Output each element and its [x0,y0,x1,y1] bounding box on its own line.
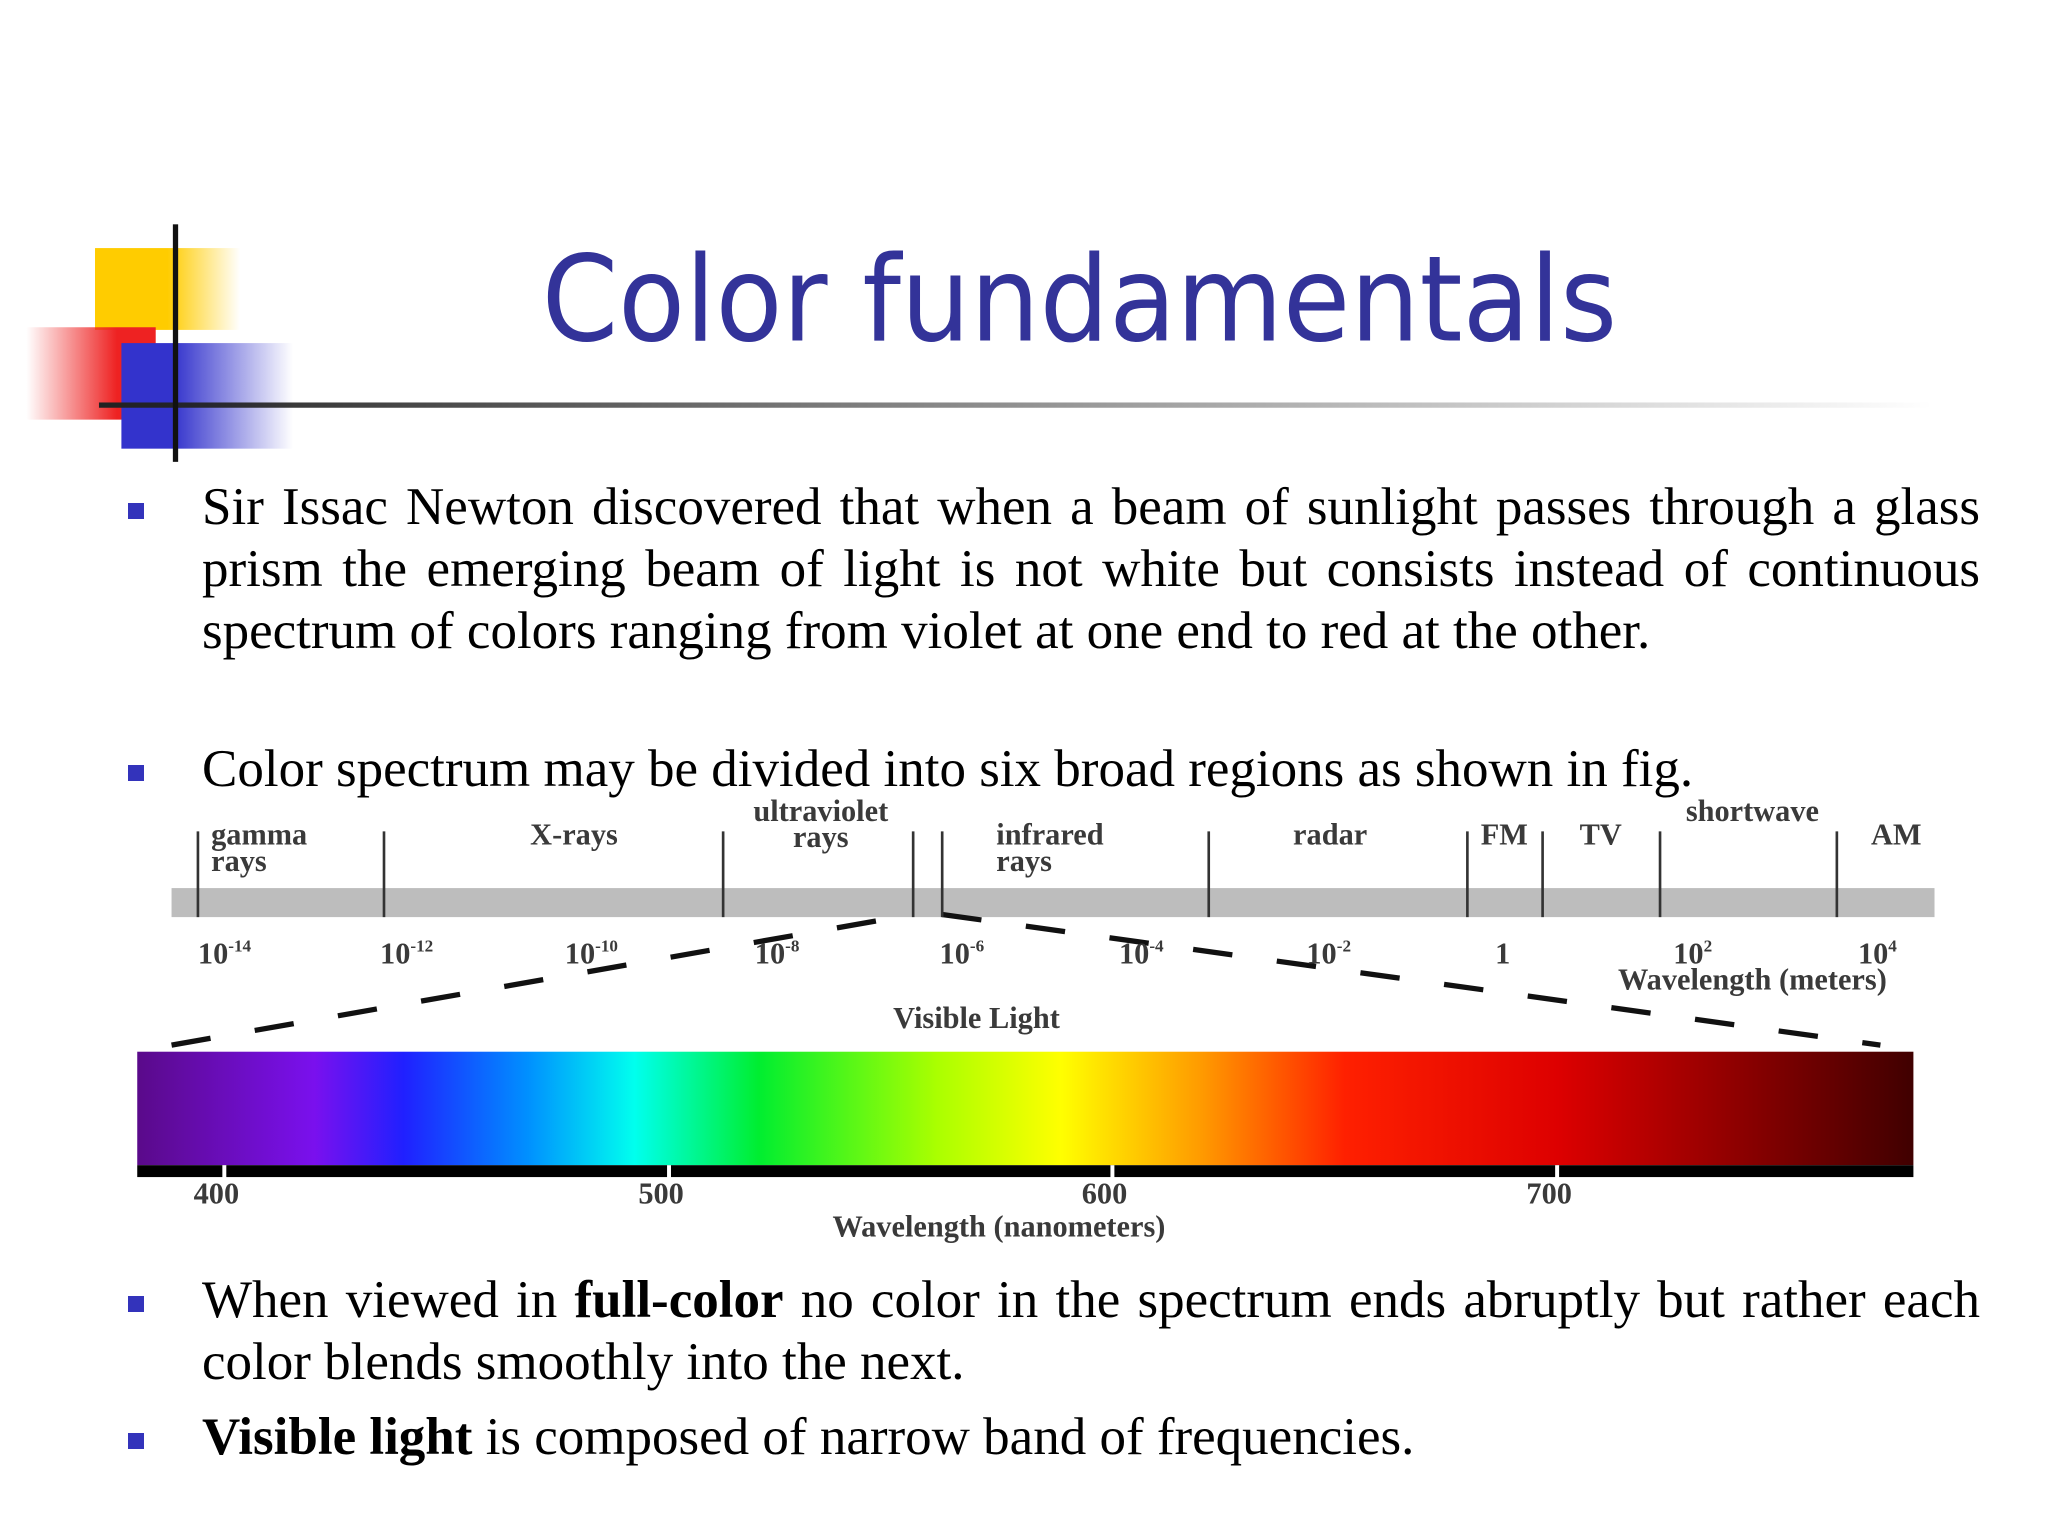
bullet-mark [128,1433,144,1449]
scale-base: 10 [755,936,785,970]
scale-exponent: -2 [1337,936,1351,955]
scale-base: 10 [380,936,410,970]
bullet-mark [128,765,144,781]
bullet-text: Visible light is composed of narrow band… [202,1406,1980,1468]
region-label: X-rays [530,818,618,852]
scale-label: 10-4 [1119,936,1164,970]
scale-label: 10-6 [940,936,985,970]
region-label: AM [1871,818,1922,852]
text: no color in the spectrum ends abruptly b… [202,1271,1980,1391]
region-label: radar [1293,818,1367,852]
region-label: gamma [211,818,307,852]
spectrum [137,1051,1914,1166]
band [171,888,1935,918]
region-label: TV [1580,818,1622,852]
scale-base: 10 [565,936,595,970]
bullet-mark [128,503,144,519]
region-label: rays [996,844,1052,878]
bullet-mark [128,1296,144,1312]
region-label: infrared [996,818,1103,852]
tick-label: 500 [638,1176,684,1210]
slide-title: Color fundamentals [542,231,1617,369]
scale-exponent: 2 [1704,936,1713,955]
scale-base: 10 [1858,936,1888,970]
deco-blue [121,343,293,449]
scale-exponent: -14 [228,936,251,955]
text: is composed of narrow band of frequencie… [472,1408,1415,1466]
region-label: FM [1481,818,1528,852]
bullet-text: Sir Issac Newton discovered that when a … [202,476,1980,662]
region-label: rays [211,844,267,878]
scale-base: 10 [1673,936,1703,970]
tick-label: 400 [194,1176,240,1210]
scale-label: 1 [1495,936,1510,970]
spectrum-base [137,1165,1914,1178]
scale-exponent: -6 [970,936,985,955]
axis-label: Wavelength (meters) [1618,963,1887,997]
scale-label: 10-12 [380,936,433,970]
scale-label: 10-10 [565,936,618,970]
tick-label: 600 [1082,1176,1128,1210]
scale-label: 10-14 [198,936,252,970]
bold-text: full-color [574,1271,784,1329]
text: Sir Issac Newton discovered that when a … [202,478,1980,660]
scale-base: 10 [940,936,970,970]
deco-yellow [95,248,241,330]
scale-label: 10-2 [1306,936,1351,970]
scale-label: 102 [1673,936,1712,970]
scale-exponent: 4 [1888,936,1897,955]
scale-base: 10 [1119,936,1149,970]
visible-label: Visible Light [893,1001,1060,1035]
dashed-guide [171,911,914,1048]
scale-label: 104 [1858,936,1897,970]
scale-base: 10 [1306,936,1336,970]
text: When viewed in [202,1271,575,1329]
bold-text: Visible light [202,1408,473,1466]
deco-line [172,224,179,462]
scale-label: 10-8 [755,936,800,970]
scale-exponent: -8 [785,936,799,955]
region-label: rays [793,820,849,854]
axis-label: Wavelength (nanometers) [832,1209,1165,1243]
bullet-text: When viewed in full-color no color in th… [202,1269,1980,1393]
scale-base: 1 [1495,936,1510,970]
scale-exponent: -4 [1149,936,1164,955]
tick-label: 700 [1526,1176,1572,1210]
scale-base: 10 [198,936,228,970]
bullet-text: Color spectrum may be divided into six b… [202,738,1980,800]
title-rule [98,402,1934,408]
scale-exponent: -10 [595,936,618,955]
region-label: ultraviolet [753,794,888,828]
region-label: shortwave [1686,794,1819,828]
text: Color spectrum may be divided into six b… [202,740,1694,798]
scale-exponent: -12 [410,936,433,955]
dashed-guide [941,911,1881,1048]
